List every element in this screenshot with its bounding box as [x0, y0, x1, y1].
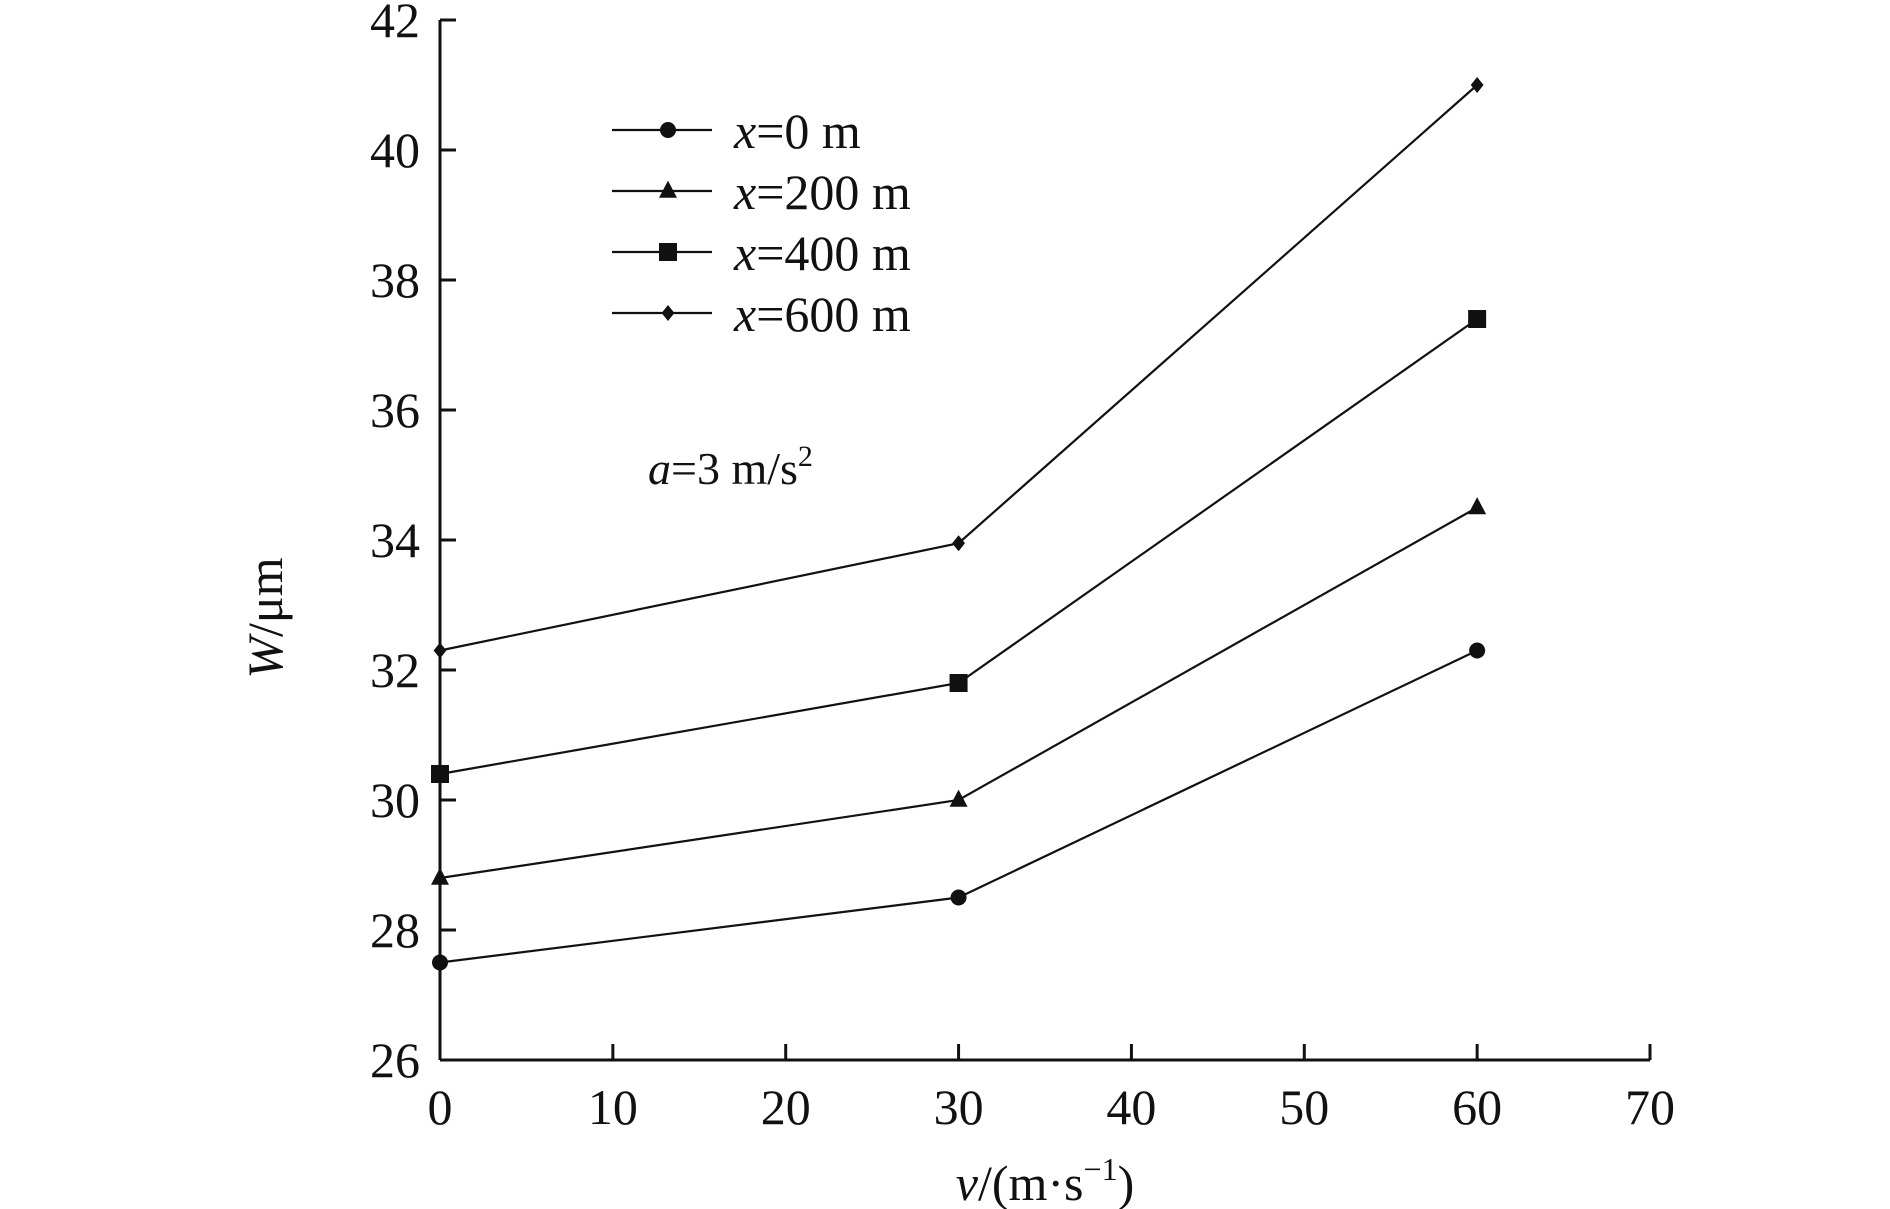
- y-tick-label: 42: [370, 0, 420, 48]
- y-axis-title-rest: /μm: [237, 557, 293, 637]
- legend-marker: [661, 305, 675, 321]
- legend-marker: [659, 243, 677, 261]
- data-point-3: [949, 674, 968, 692]
- y-tick-label: 38: [370, 252, 420, 308]
- y-axis-title-var: W: [237, 633, 293, 679]
- ticks: 0 10 20 30 40 50 60 70 26 28 30 32 34 36 38 40 42: [370, 0, 1675, 1135]
- x-tick-label: 40: [1106, 1079, 1156, 1135]
- legend-item: x=0 m: [612, 103, 861, 159]
- data-point-4: [952, 535, 965, 552]
- x-axis-title-close: ): [1118, 1155, 1135, 1209]
- annotation-var: a: [648, 443, 671, 494]
- legend: x=0 mx=200 mx=400 mx=600 m: [612, 103, 911, 342]
- x-tick-label: 20: [761, 1079, 811, 1135]
- series-line-2: [439, 506, 1478, 880]
- data-point-3: [1468, 310, 1487, 328]
- data-point-3: [431, 765, 449, 783]
- legend-label: x=0 m: [733, 103, 861, 159]
- annotation: a=3 m/s2: [648, 440, 813, 494]
- legend-marker: [660, 122, 676, 138]
- y-axis-title: W/μm: [237, 557, 293, 678]
- y-tick-label: 34: [370, 512, 420, 568]
- x-tick-label: 60: [1452, 1079, 1502, 1135]
- axes: [438, 20, 1650, 1062]
- y-tick-label: 26: [370, 1032, 420, 1088]
- x-tick-label: 0: [428, 1079, 453, 1135]
- y-tick-label: 30: [370, 772, 420, 828]
- data-point-1: [432, 954, 448, 971]
- x-tick-label: 50: [1279, 1079, 1329, 1135]
- data-point-4: [1470, 77, 1484, 93]
- data-point-4: [433, 642, 447, 659]
- legend-item: x=600 m: [612, 286, 911, 342]
- data-point-2: [1468, 497, 1487, 515]
- annotation-rest: =3 m/s: [671, 443, 798, 494]
- data-point-1: [950, 889, 967, 906]
- x-tick-label: 70: [1625, 1079, 1675, 1135]
- x-axis-title-var: v: [956, 1155, 979, 1209]
- legend-label: x=200 m: [733, 164, 911, 220]
- y-tick-label: 28: [370, 902, 420, 958]
- data-point-2: [431, 867, 449, 885]
- data-markers: [431, 77, 1487, 971]
- legend-item: x=200 m: [612, 164, 911, 220]
- y-tick-label: 40: [370, 122, 420, 178]
- x-tick-label: 30: [934, 1079, 984, 1135]
- x-axis-title-sup: −1: [1084, 1151, 1118, 1187]
- annotation-sup: 2: [798, 440, 813, 473]
- data-point-1: [1469, 642, 1486, 659]
- x-axis-title: v/(m·s−1): [956, 1151, 1134, 1209]
- x-tick-label: 10: [588, 1079, 638, 1135]
- series-lines: [439, 84, 1478, 964]
- legend-marker: [659, 180, 677, 198]
- legend-label: x=400 m: [733, 225, 911, 281]
- data-point-2: [949, 789, 968, 807]
- series-line-4: [439, 84, 1478, 652]
- y-tick-label: 32: [370, 642, 420, 698]
- legend-label: x=600 m: [733, 286, 911, 342]
- x-axis-title-rest: /(m·s: [978, 1155, 1084, 1209]
- legend-item: x=400 m: [612, 225, 911, 281]
- y-tick-label: 36: [370, 382, 420, 438]
